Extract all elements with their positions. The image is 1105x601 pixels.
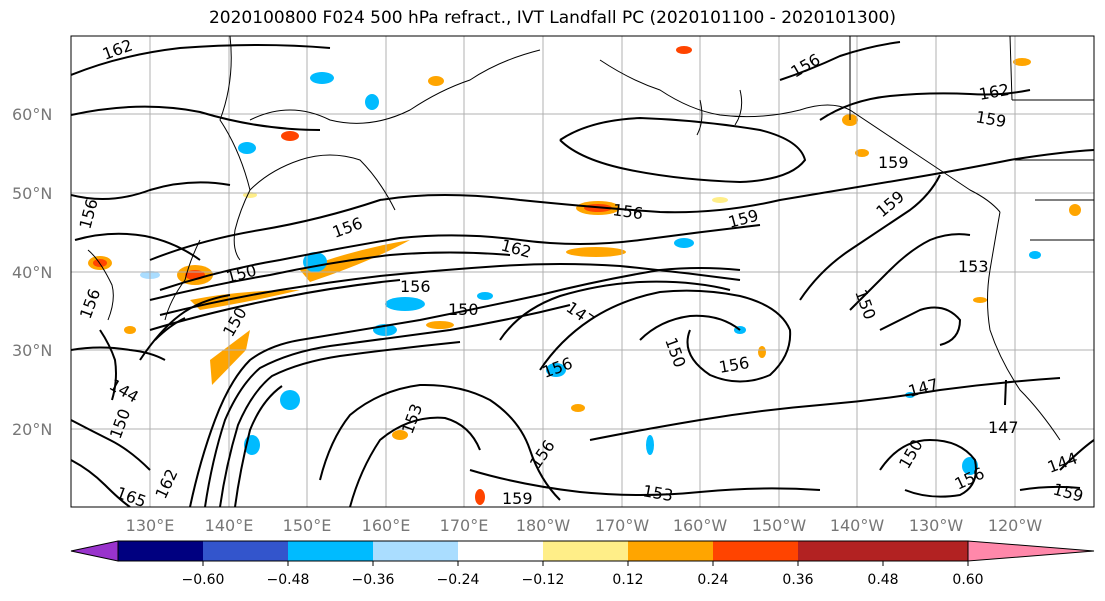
colorbar-tick-label: −0.24	[437, 572, 480, 588]
lon-label: 180°W	[516, 516, 571, 535]
colorbar: −0.60 −0.48 −0.36 −0.24 −0.12 0.12 0.24 …	[70, 540, 1095, 588]
contour-label: 159	[502, 489, 533, 508]
lon-label: 140°W	[830, 516, 885, 535]
lon-label: 150°W	[752, 516, 807, 535]
colorbar-segment	[288, 541, 373, 561]
colorbar-tick-label: 0.48	[867, 572, 898, 588]
coastlines	[87, 36, 1094, 441]
lon-label: 130°W	[909, 516, 964, 535]
colorbar-segment	[373, 541, 458, 561]
lon-label: 120°W	[988, 516, 1043, 535]
colorbar-tick-label: 0.12	[612, 572, 643, 588]
colorbar-tick-label: −0.60	[182, 572, 225, 588]
map-border	[70, 35, 1095, 508]
contour-label: 153	[958, 257, 989, 276]
map-title: 2020100800 F024 500 hPa refract., IVT La…	[208, 8, 896, 28]
colorbar-segment	[118, 541, 203, 561]
lon-label: 160°W	[673, 516, 728, 535]
lon-label: 170°E	[440, 516, 489, 535]
colorbar-ticks	[202, 561, 969, 566]
contour-label: 147	[988, 418, 1019, 437]
lat-label: 40°N	[12, 263, 52, 282]
lon-label: 130°E	[126, 516, 175, 535]
colorbar-tick-label: −0.12	[522, 572, 565, 588]
lon-label: 170°W	[595, 516, 650, 535]
lon-label: 160°E	[362, 516, 411, 535]
lon-label: 140°E	[205, 516, 254, 535]
colorbar-tick-label: −0.36	[352, 572, 395, 588]
colorbar-segment	[713, 541, 798, 561]
colorbar-segment	[203, 541, 288, 561]
lat-label: 60°N	[12, 105, 52, 124]
contour-label: 156	[611, 200, 644, 223]
longitude-axis: 130°E 140°E 150°E 160°E 170°E 180°W 170°…	[126, 516, 1043, 535]
lat-label: 30°N	[12, 341, 52, 360]
colorbar-segment	[798, 541, 883, 561]
lon-label: 150°E	[283, 516, 332, 535]
colorbar-tick-label: 0.60	[952, 572, 983, 588]
contour-label: 159	[878, 153, 909, 172]
lat-label: 50°N	[12, 184, 52, 203]
latitude-axis: 60°N 50°N 40°N 30°N 20°N	[12, 105, 52, 439]
colorbar-high-extend	[967, 540, 1095, 562]
colorbar-segment	[543, 541, 628, 561]
colorbar-segment	[883, 541, 968, 561]
contour-label: 150	[448, 300, 479, 319]
colorbar-segment	[628, 541, 713, 561]
colorbar-low-extend	[70, 540, 119, 562]
contour-label: 156	[400, 277, 431, 296]
lat-label: 20°N	[12, 420, 52, 439]
colorbar-tick-label: 0.24	[697, 572, 728, 588]
colorbar-tick-label: −0.48	[267, 572, 310, 588]
refractivity-contours	[71, 41, 1094, 507]
colorbar-tick-label: 0.36	[782, 572, 813, 588]
colorbar-segment	[458, 541, 543, 561]
